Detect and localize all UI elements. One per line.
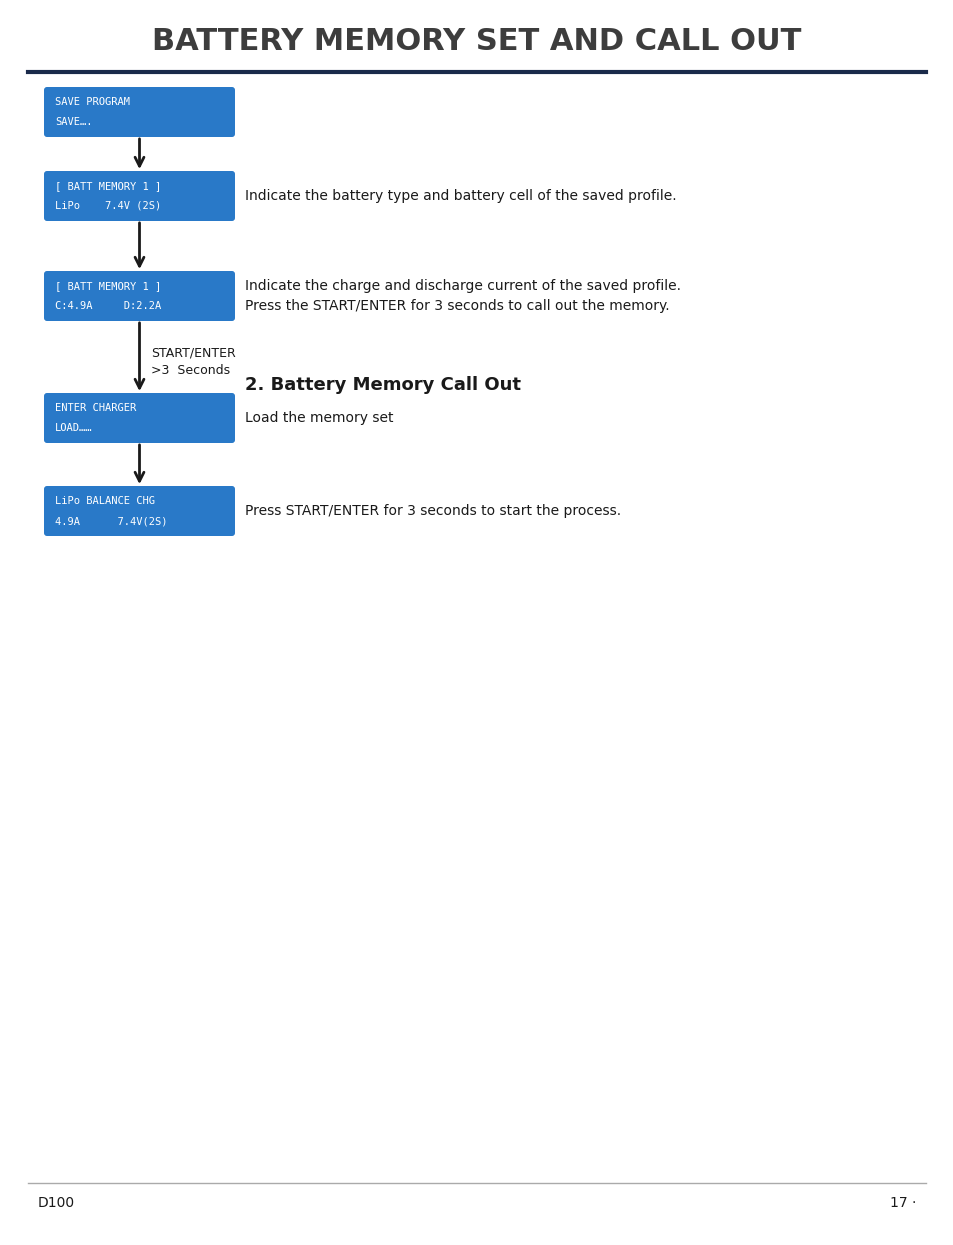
Text: Press START/ENTER for 3 seconds to start the process.: Press START/ENTER for 3 seconds to start… <box>245 504 620 518</box>
FancyBboxPatch shape <box>44 486 234 537</box>
Text: ENTER CHARGER: ENTER CHARGER <box>55 403 136 413</box>
Text: SAVE PROGRAM: SAVE PROGRAM <box>55 97 130 107</box>
Text: Indicate the charge and discharge current of the saved profile.
Press the START/: Indicate the charge and discharge curren… <box>245 279 680 312</box>
Text: D100: D100 <box>38 1196 75 1210</box>
Text: START/ENTER
>3  Seconds: START/ENTER >3 Seconds <box>152 346 236 377</box>
Text: LiPo    7.4V (2S): LiPo 7.4V (2S) <box>55 200 161 210</box>
Text: [ BATT MEMORY 1 ]: [ BATT MEMORY 1 ] <box>55 281 161 291</box>
Text: C:4.9A     D:2.2A: C:4.9A D:2.2A <box>55 301 161 311</box>
Text: [ BATT MEMORY 1 ]: [ BATT MEMORY 1 ] <box>55 181 161 190</box>
Text: Load the memory set: Load the memory set <box>245 411 393 425</box>
FancyBboxPatch shape <box>44 271 234 321</box>
Text: 4.9A      7.4V(2S): 4.9A 7.4V(2S) <box>55 515 168 525</box>
Text: LOAD……: LOAD…… <box>55 423 92 433</box>
FancyBboxPatch shape <box>44 87 234 137</box>
Text: LiPo BALANCE CHG: LiPo BALANCE CHG <box>55 496 154 505</box>
FancyBboxPatch shape <box>44 393 234 443</box>
Text: BATTERY MEMORY SET AND CALL OUT: BATTERY MEMORY SET AND CALL OUT <box>152 27 801 56</box>
FancyBboxPatch shape <box>44 171 234 222</box>
Text: Indicate the battery type and battery cell of the saved profile.: Indicate the battery type and battery ce… <box>245 189 676 203</box>
Text: SAVE….: SAVE…. <box>55 117 92 127</box>
Text: 17 ·: 17 · <box>889 1196 915 1210</box>
Text: 2. Battery Memory Call Out: 2. Battery Memory Call Out <box>245 376 520 393</box>
